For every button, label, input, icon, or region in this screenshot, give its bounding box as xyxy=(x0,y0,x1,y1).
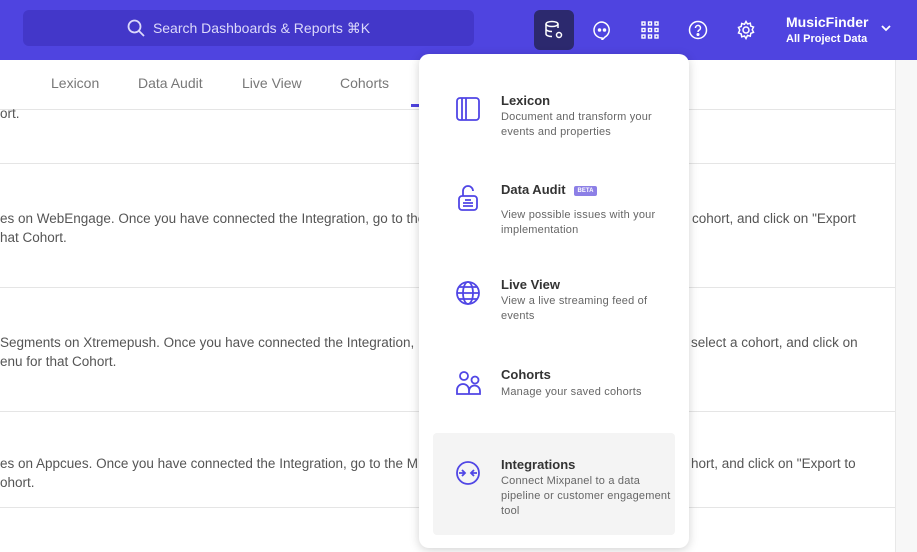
chevron-down-icon[interactable] xyxy=(880,24,892,32)
search-icon xyxy=(127,19,145,37)
row-text: es on WebEngage. Once you have connected… xyxy=(0,211,426,226)
menu-item-desc: Document and transform your events and p… xyxy=(501,111,652,138)
menu-item-integrations[interactable]: Integrations Connect Mixpanel to a data … xyxy=(433,433,675,535)
menu-item-title: Cohorts xyxy=(501,367,551,382)
settings-button[interactable] xyxy=(726,10,766,50)
menu-item-lexicon[interactable]: Lexicon Document and transform your even… xyxy=(433,84,675,154)
row-text: ort. xyxy=(0,106,20,121)
users-icon xyxy=(456,371,481,395)
menu-item-title: Lexicon xyxy=(501,93,551,108)
top-header: Search Dashboards & Reports ⌘K MusicFind… xyxy=(0,0,917,60)
active-tab-indicator xyxy=(411,104,421,107)
row-text: select a cohort, and click on xyxy=(691,335,858,350)
chat-icon xyxy=(593,21,610,40)
globe-icon xyxy=(456,281,480,305)
menu-item-cohorts[interactable]: Cohorts Manage your saved cohorts xyxy=(433,362,675,422)
list-item: es on WebEngage. Once you have connected… xyxy=(0,164,895,288)
row-text: es on Appcues. Once you have connected t… xyxy=(0,456,419,471)
tab-lexicon[interactable]: Lexicon xyxy=(51,75,100,91)
row-text: hort, and click on "Export to xyxy=(691,456,856,471)
help-icon xyxy=(688,20,708,40)
tab-live-view[interactable]: Live View xyxy=(242,75,302,91)
menu-item-desc: Manage your saved cohorts xyxy=(501,386,642,398)
data-management-icon xyxy=(545,20,563,39)
data-management-menu: Lexicon Document and transform your even… xyxy=(419,54,689,548)
menu-item-desc: Connect Mixpanel to a data pipeline or c… xyxy=(501,475,671,517)
project-selector[interactable]: MusicFinder All Project Data xyxy=(786,14,868,45)
integrations-icon xyxy=(456,461,480,485)
menu-item-desc: View a live streaming feed of events xyxy=(501,295,648,322)
project-name: MusicFinder xyxy=(786,14,869,30)
apps-button[interactable] xyxy=(630,10,670,50)
beta-badge: BETA xyxy=(573,185,598,196)
data-management-button[interactable] xyxy=(534,10,574,50)
search-bar[interactable]: Search Dashboards & Reports ⌘K xyxy=(23,10,474,46)
menu-item-title: Integrations xyxy=(501,457,576,472)
chat-button[interactable] xyxy=(582,10,622,50)
settings-icon xyxy=(737,20,755,40)
search-placeholder: Search Dashboards & Reports ⌘K xyxy=(152,19,371,36)
apps-grid-icon xyxy=(641,21,659,39)
menu-item-title: Live View xyxy=(501,277,561,292)
row-text: ohort. xyxy=(0,475,35,490)
project-scope: All Project Data xyxy=(786,33,868,45)
menu-item-live-view[interactable]: Live View View a live streaming feed of … xyxy=(433,272,675,342)
menu-item-desc: View possible issues with your implement… xyxy=(501,209,656,236)
audit-lock-icon xyxy=(458,185,478,211)
scrollbar[interactable] xyxy=(895,60,917,552)
row-text: enu for that Cohort. xyxy=(0,354,117,369)
menu-item-data-audit[interactable]: Data Audit BETA View possible issues with… xyxy=(433,174,675,254)
row-text: Segments on Xtremepush. Once you have co… xyxy=(0,335,415,350)
row-text: hat Cohort. xyxy=(0,230,67,245)
menu-item-title-text: Data Audit xyxy=(501,182,566,197)
tab-cohorts[interactable]: Cohorts xyxy=(340,75,390,91)
tab-data-audit[interactable]: Data Audit xyxy=(138,75,203,91)
row-text: cohort, and click on "Export xyxy=(692,211,856,226)
help-button[interactable] xyxy=(678,10,718,50)
book-icon xyxy=(456,97,480,121)
menu-item-title: Data Audit BETA xyxy=(501,182,598,197)
